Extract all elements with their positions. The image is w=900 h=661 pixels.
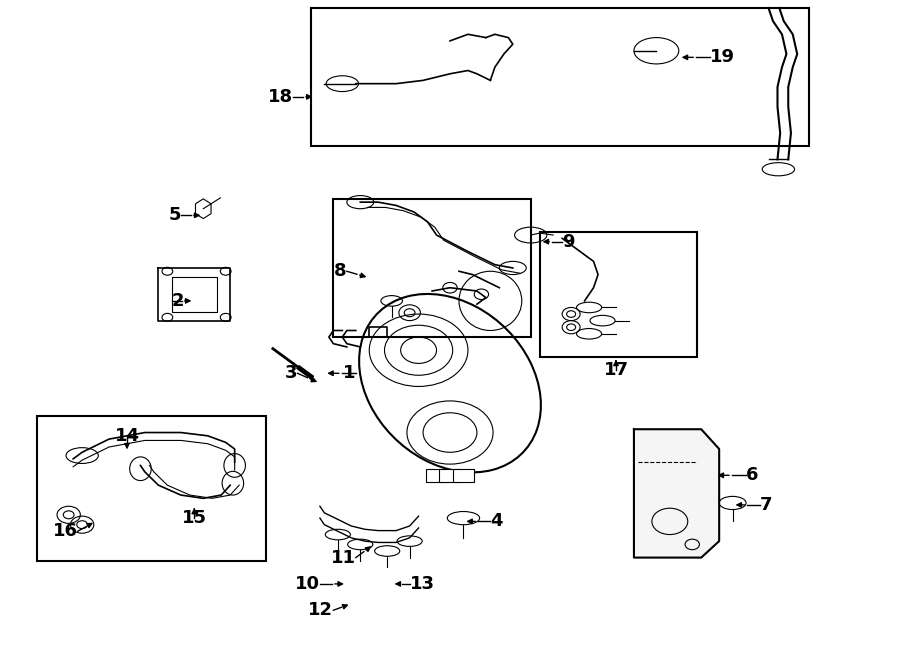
Bar [439, 469, 461, 482]
Text: 8: 8 [334, 262, 346, 280]
Text: 10: 10 [295, 575, 319, 593]
Bar [426, 469, 447, 482]
Bar [333, 199, 531, 337]
Text: 11: 11 [331, 549, 356, 566]
Text: 19: 19 [710, 48, 735, 66]
Text: 7: 7 [760, 496, 772, 514]
Text: 18: 18 [268, 88, 293, 106]
Bar [453, 469, 474, 482]
Bar [540, 232, 697, 357]
Text: 2: 2 [172, 292, 184, 310]
Text: 4: 4 [491, 512, 503, 530]
Text: 12: 12 [309, 602, 333, 619]
Text: 15: 15 [182, 509, 207, 527]
Text: 13: 13 [410, 575, 435, 593]
Polygon shape [634, 429, 719, 558]
Text: 6: 6 [746, 466, 759, 485]
Bar [37, 416, 266, 561]
Text: 1: 1 [343, 364, 356, 382]
Bar [310, 8, 809, 146]
Text: 16: 16 [53, 522, 77, 540]
Text: 17: 17 [604, 361, 628, 379]
Text: 14: 14 [114, 427, 140, 445]
Text: 9: 9 [562, 233, 575, 251]
Text: 3: 3 [285, 364, 298, 382]
Text: 5: 5 [168, 206, 181, 224]
